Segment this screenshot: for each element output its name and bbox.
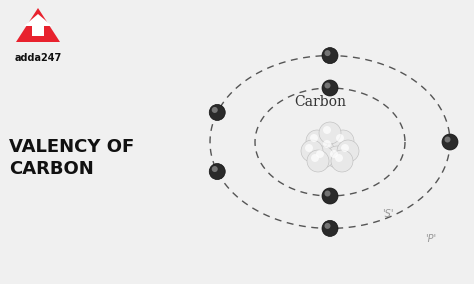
- Circle shape: [209, 164, 225, 179]
- Circle shape: [310, 134, 318, 142]
- Text: 'P': 'P': [425, 234, 436, 244]
- Circle shape: [323, 140, 331, 148]
- Circle shape: [307, 150, 329, 172]
- Circle shape: [442, 134, 458, 150]
- Circle shape: [301, 140, 323, 162]
- Circle shape: [209, 105, 225, 120]
- Circle shape: [445, 137, 450, 143]
- Circle shape: [330, 150, 338, 158]
- Circle shape: [326, 146, 348, 168]
- Polygon shape: [24, 14, 52, 36]
- Circle shape: [312, 146, 334, 168]
- Circle shape: [322, 80, 338, 96]
- Circle shape: [323, 126, 331, 134]
- Circle shape: [319, 136, 341, 158]
- Circle shape: [212, 166, 218, 172]
- Circle shape: [335, 154, 343, 162]
- Circle shape: [336, 134, 344, 142]
- Polygon shape: [16, 8, 60, 42]
- Circle shape: [337, 140, 359, 162]
- Circle shape: [325, 82, 330, 89]
- Circle shape: [319, 122, 341, 144]
- Circle shape: [322, 188, 338, 204]
- Circle shape: [332, 130, 354, 152]
- Circle shape: [331, 150, 353, 172]
- Circle shape: [306, 130, 328, 152]
- Circle shape: [316, 150, 324, 158]
- Circle shape: [322, 220, 338, 236]
- Circle shape: [322, 48, 338, 64]
- Text: 'S': 'S': [382, 209, 393, 219]
- Circle shape: [325, 223, 330, 229]
- Circle shape: [305, 144, 313, 152]
- Text: adda247: adda247: [14, 53, 62, 63]
- Circle shape: [341, 144, 349, 152]
- Circle shape: [212, 107, 218, 113]
- Text: Carbon: Carbon: [294, 95, 346, 109]
- Circle shape: [311, 154, 319, 162]
- Circle shape: [325, 191, 330, 197]
- Circle shape: [325, 50, 330, 56]
- Text: VALENCY OF
CARBON: VALENCY OF CARBON: [9, 138, 135, 178]
